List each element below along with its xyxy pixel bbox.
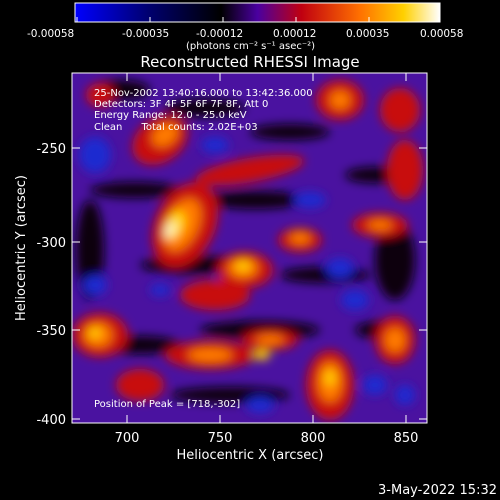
info-line: Clean Total counts: 2.02E+03 [94,122,258,133]
x-tick-label: 700 [115,431,140,446]
info-line: Detectors: 3F 4F 5F 6F 7F 8F, Att 0 [94,99,268,110]
info-overlay: 25-Nov-2002 13:40:16.000 to 13:42:36.000… [94,88,313,133]
colorbar-tick-label: -0.00012 [196,28,243,40]
y-tick-label: -400 [36,413,66,428]
colorbar-units: (photons cm⁻² s⁻¹ asec⁻²) [186,41,315,52]
rhessi-image [72,73,427,423]
plot-frame [71,72,428,424]
colorbar-gradient [74,2,441,23]
footer-date: 3-May-2022 15:32 [378,483,497,498]
info-line: Energy Range: 12.0 - 25.0 keV [94,110,247,121]
x-axis-ticks [126,73,407,423]
x-tick-label: 850 [394,431,419,446]
colorbar: -0.00058 -0.00035 -0.00012 0.00012 0.000… [27,2,463,52]
x-axis-label: Heliocentric X (arcsec) [177,448,324,463]
colorbar-tick-label: 0.00035 [346,28,389,40]
y-axis-ticks [72,147,427,420]
plot-title: Reconstructed RHESSI Image [140,53,359,71]
y-tick-label: -350 [36,324,66,339]
y-axis-label: Heliocentric Y (arcsec) [14,175,29,321]
colorbar-tick-label: 0.00012 [273,28,316,40]
peak-position-label: Position of Peak = [718,-302] [94,399,240,410]
colorbar-tick-label: 0.00058 [420,28,463,40]
y-tick-label: -300 [36,236,66,251]
colorbar-tick-label: -0.00058 [27,28,74,40]
x-tick-label: 800 [301,431,326,446]
colorbar-tick-label: -0.00035 [122,28,169,40]
info-line: 25-Nov-2002 13:40:16.000 to 13:42:36.000 [94,88,313,99]
colorbar-ticks [76,17,440,22]
x-tick-label: 750 [208,431,233,446]
y-tick-label: -250 [36,142,66,157]
